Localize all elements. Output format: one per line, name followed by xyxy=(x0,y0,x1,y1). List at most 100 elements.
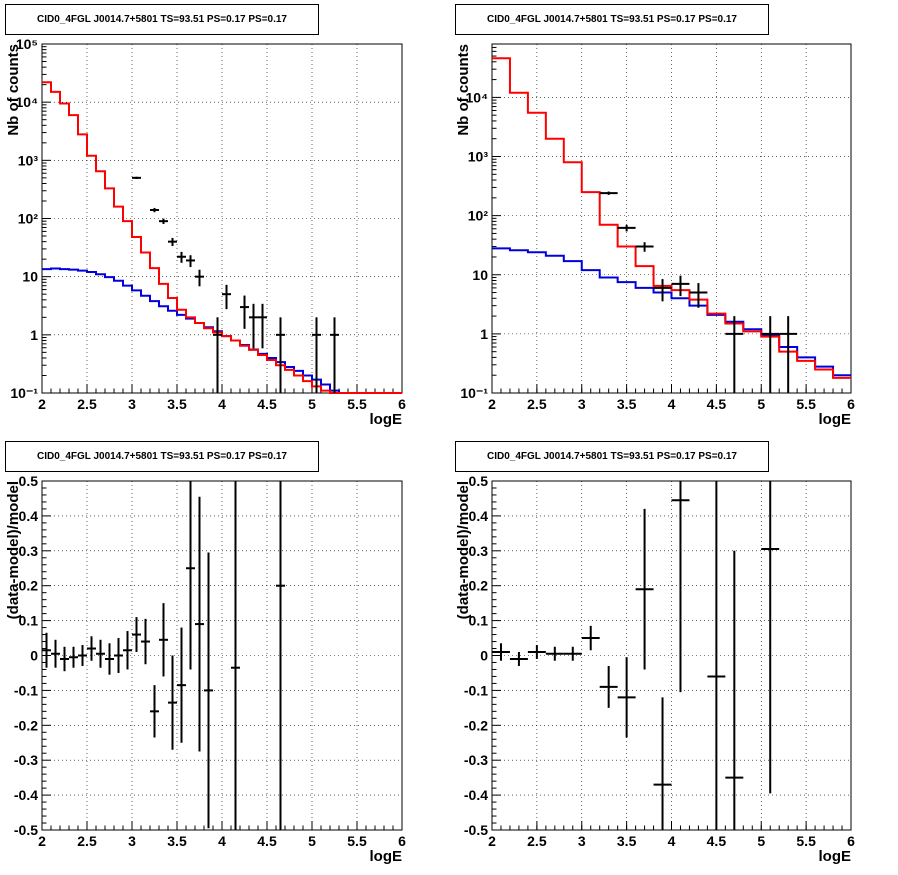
x-tick-label: 2 xyxy=(38,396,46,412)
data-point xyxy=(635,242,654,252)
data-point xyxy=(132,617,141,653)
x-tick-label: 4.5 xyxy=(707,396,727,412)
y-tick-label: 0 xyxy=(30,648,38,664)
x-tick-label: 5.5 xyxy=(796,833,816,849)
y-tick-label: -0.4 xyxy=(464,787,488,803)
y-tick-label: -0.3 xyxy=(464,752,488,768)
x-axis-title: logE xyxy=(370,848,403,865)
y-tick-label: 0.5 xyxy=(19,473,39,489)
data-point xyxy=(276,481,285,830)
x-tick-label: 3 xyxy=(578,833,586,849)
data-point xyxy=(69,646,78,668)
y-tick-label: 10² xyxy=(18,211,39,227)
data-point xyxy=(617,657,636,738)
x-tick-label: 5.5 xyxy=(347,396,367,412)
data-point xyxy=(312,317,321,393)
data-points xyxy=(42,481,285,830)
data-point xyxy=(204,552,213,829)
y-axis-title: (data-model)/model xyxy=(455,481,472,619)
x-tick-label: 2 xyxy=(38,833,46,849)
x-tick-label: 5.5 xyxy=(347,833,367,849)
y-tick-label: 10⁴ xyxy=(16,94,39,110)
data-point xyxy=(330,317,339,393)
data-point xyxy=(240,295,249,329)
x-tick-label: 3 xyxy=(578,396,586,412)
y-tick-label: 10⁵ xyxy=(16,36,38,52)
y-tick-label: 10 xyxy=(22,269,38,285)
panel-title-text: CID0_4FGL J0014.7+5801 TS=93.51 PS=0.17 … xyxy=(487,451,737,462)
data-points xyxy=(132,176,339,393)
data-point xyxy=(689,283,708,308)
data-point xyxy=(96,639,105,668)
y-tick-label: 0.2 xyxy=(469,578,489,594)
data-point xyxy=(779,316,798,393)
x-tick-label: 3.5 xyxy=(617,833,637,849)
data-point xyxy=(222,284,231,310)
x-tick-label: 6 xyxy=(847,833,855,849)
plot-panel-1: 2 2.5 3 3.5 4 4.5 5 5.5 6 10⁻¹ 1 10 10² 10³ 10⁴ 10⁵ logE… xyxy=(5,36,406,428)
y-tick-label: -0.5 xyxy=(14,822,38,838)
data-point xyxy=(671,275,690,297)
data-point xyxy=(276,317,285,393)
data-point xyxy=(123,631,132,670)
data-point xyxy=(761,316,780,393)
y-tick-label: -0.3 xyxy=(14,752,38,768)
y-tick-label: 10³ xyxy=(468,149,489,165)
data-point xyxy=(177,627,186,743)
y-tick-label: 0.4 xyxy=(469,508,489,524)
x-tick-label: 2 xyxy=(488,833,496,849)
y-axis-title: Nb of counts xyxy=(5,44,22,136)
x-tick-label: 2 xyxy=(488,396,496,412)
data-point xyxy=(114,638,123,673)
x-tick-label: 3 xyxy=(128,833,136,849)
data-point xyxy=(168,655,177,750)
data-point xyxy=(725,550,744,830)
y-tick-label: -0.2 xyxy=(14,717,38,733)
x-tick-label: 5 xyxy=(308,396,316,412)
y-tick-label: -0.1 xyxy=(464,682,488,698)
data-point xyxy=(527,645,546,659)
data-point xyxy=(159,603,168,677)
y-tick-label: -0.5 xyxy=(464,822,488,838)
x-axis-title: logE xyxy=(819,411,852,428)
panel-title-3: CID0_4FGL J0014.7+5801 TS=93.51 PS=0.17 … xyxy=(5,441,319,472)
data-point xyxy=(599,191,618,195)
x-tick-label: 2.5 xyxy=(527,833,547,849)
x-tick-label: 3 xyxy=(128,396,136,412)
data-point xyxy=(195,269,204,287)
y-tick-label: 0.1 xyxy=(19,613,39,629)
plot-panel-4: 2 2.5 3 3.5 4 4.5 5 5.5 6 -0.5 -0.4 -0.3 -0.2 -0.1 0 0.… xyxy=(455,473,855,865)
x-tick-label: 5.5 xyxy=(796,396,816,412)
x-tick-label: 6 xyxy=(847,396,855,412)
x-tick-label: 6 xyxy=(398,833,406,849)
y-tick-label: 10² xyxy=(468,208,489,224)
data-point xyxy=(599,665,618,708)
x-tick-label: 4 xyxy=(218,396,226,412)
y-tick-label: 0.2 xyxy=(19,578,39,594)
y-tick-label: 0.3 xyxy=(19,543,39,559)
y-tick-label: 0.3 xyxy=(469,543,489,559)
y-axis-title: Nb of counts xyxy=(455,44,472,136)
x-axis-title: logE xyxy=(370,411,403,428)
y-tick-label: 0.1 xyxy=(469,613,489,629)
panel-title-4: CID0_4FGL J0014.7+5801 TS=93.51 PS=0.17 … xyxy=(455,441,769,472)
plot-panel-2: 2 2.5 3 3.5 4 4.5 5 5.5 6 10⁻¹ 1 10 10² 10³ 10⁴ logE Nb … xyxy=(455,43,855,428)
x-tick-label: 4 xyxy=(668,833,676,849)
y-tick-label: 0.5 xyxy=(469,473,489,489)
x-tick-label: 4.5 xyxy=(707,833,727,849)
y-tick-label: -0.1 xyxy=(14,682,38,698)
panel-title-text: CID0_4FGL J0014.7+5801 TS=93.51 PS=0.17 … xyxy=(37,451,287,462)
panel-title-text: CID0_4FGL J0014.7+5801 TS=93.51 PS=0.17 … xyxy=(37,14,287,25)
y-tick-label: 10 xyxy=(472,267,488,283)
data-points xyxy=(492,481,780,830)
x-tick-label: 2.5 xyxy=(527,396,547,412)
data-point xyxy=(195,496,204,752)
x-tick-label: 4.5 xyxy=(257,396,277,412)
axis-ticks xyxy=(41,46,403,394)
y-tick-label: 10⁻¹ xyxy=(460,385,488,401)
data-point xyxy=(42,632,51,668)
x-tick-label: 4.5 xyxy=(257,833,277,849)
data-point xyxy=(132,176,141,179)
y-tick-label: 0 xyxy=(480,648,488,664)
